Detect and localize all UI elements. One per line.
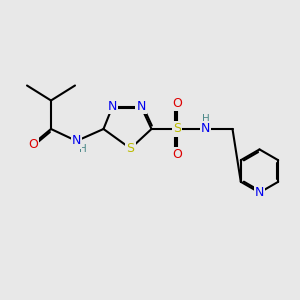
Text: S: S xyxy=(127,142,134,155)
Text: S: S xyxy=(173,122,181,136)
Text: N: N xyxy=(108,100,117,113)
Text: O: O xyxy=(28,137,38,151)
Text: O: O xyxy=(172,148,182,161)
Text: N: N xyxy=(72,134,81,148)
Text: N: N xyxy=(255,186,264,199)
Text: N: N xyxy=(201,122,210,136)
Text: O: O xyxy=(172,97,182,110)
Text: H: H xyxy=(79,144,87,154)
Text: H: H xyxy=(202,114,209,124)
Text: N: N xyxy=(136,100,146,113)
